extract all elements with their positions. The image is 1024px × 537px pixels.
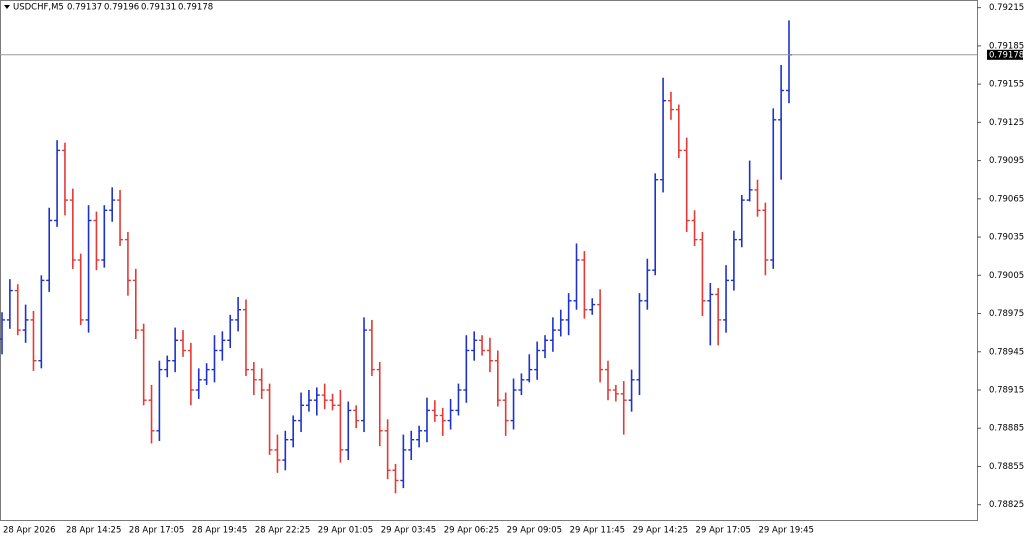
x-tick-label: 28 Apr 17:05 <box>129 526 184 536</box>
x-tick-label: 29 Apr 09:05 <box>507 526 562 536</box>
y-tick-label: 0.79215 <box>989 3 1024 13</box>
x-tick-label: 28 Apr 14:25 <box>66 526 121 536</box>
menu-triangle[interactable] <box>4 5 10 9</box>
current-price-box <box>987 49 1023 60</box>
symbol-label: USDCHF,M5 <box>13 3 64 13</box>
current-price-label: 0.79178 <box>989 50 1024 60</box>
x-tick-label: 28 Apr 22:25 <box>255 526 310 536</box>
y-tick-label: 0.78825 <box>989 500 1024 510</box>
x-tick-label: 28 Apr 2026 <box>3 526 56 536</box>
header-open: 0.79137 <box>67 3 102 13</box>
x-tick-label: 29 Apr 14:25 <box>633 526 688 536</box>
y-tick-label: 0.78975 <box>989 309 1024 319</box>
y-tick-label: 0.78885 <box>989 424 1024 434</box>
y-tick-label: 0.79035 <box>989 233 1024 243</box>
y-tick-label: 0.79185 <box>989 41 1024 51</box>
header-low: 0.79131 <box>141 3 176 13</box>
x-tick-label: 29 Apr 01:05 <box>318 526 373 536</box>
y-tick-label: 0.78915 <box>989 386 1024 396</box>
x-tick-label: 29 Apr 03:45 <box>381 526 436 536</box>
x-tick-label: 28 Apr 19:45 <box>192 526 247 536</box>
plot-frame <box>0 0 978 521</box>
header-high: 0.79196 <box>104 3 139 13</box>
y-tick-label: 0.79095 <box>989 156 1024 166</box>
x-tick-label: 29 Apr 19:45 <box>759 526 814 536</box>
x-tick-label: 29 Apr 06:25 <box>444 526 499 536</box>
y-tick-label: 0.79065 <box>989 194 1024 204</box>
y-tick-label: 0.78855 <box>989 462 1024 472</box>
y-tick-label: 0.79125 <box>989 118 1024 128</box>
y-tick-label: 0.79155 <box>989 80 1024 90</box>
x-tick-label: 29 Apr 17:05 <box>696 526 751 536</box>
y-tick-label: 0.78945 <box>989 347 1024 357</box>
header-close: 0.79178 <box>178 3 213 13</box>
x-tick-label: 29 Apr 11:45 <box>570 526 625 536</box>
y-tick-label: 0.79005 <box>989 271 1024 281</box>
